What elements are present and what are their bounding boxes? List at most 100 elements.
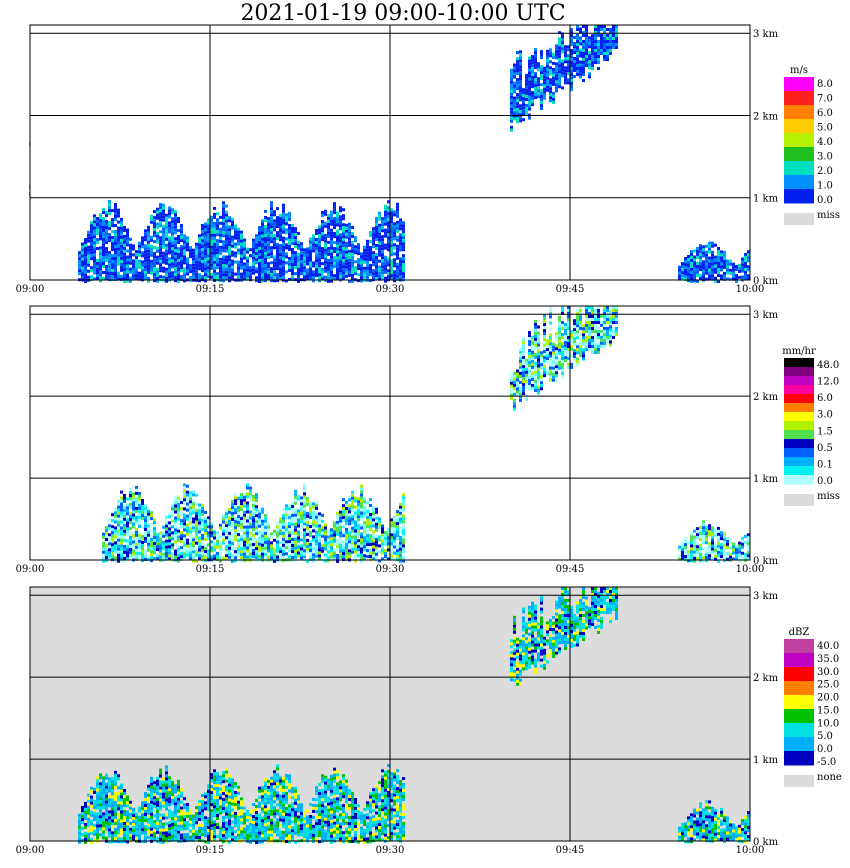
echo-cell (396, 552, 399, 556)
echo-cell (351, 255, 354, 259)
echo-cell (189, 545, 192, 549)
echo-cell (147, 512, 150, 516)
echo-cell (330, 261, 333, 265)
echo-cell (264, 255, 267, 258)
echo-cell (402, 245, 405, 249)
echo-cell (249, 549, 252, 553)
echo-cell (552, 366, 555, 370)
echo-cell (297, 246, 300, 250)
echo-cell (552, 97, 555, 101)
echo-cell (306, 502, 309, 506)
echo-cell (243, 268, 246, 272)
legend-value: 6.0 (817, 108, 833, 119)
echo-cell (108, 254, 111, 258)
echo-cell (153, 231, 156, 235)
echo-cell (168, 260, 171, 264)
echo-cell (255, 511, 258, 515)
echo-cell (249, 555, 252, 559)
echo-cell (102, 226, 105, 229)
echo-cell (138, 503, 141, 507)
echo-cell (114, 508, 117, 512)
echo-cell (135, 551, 138, 555)
echo-cell (144, 528, 147, 531)
echo-cell (204, 267, 207, 271)
echo-cell (108, 200, 111, 204)
echo-cell (399, 541, 402, 545)
echo-cell (297, 533, 300, 537)
echo-cell (153, 216, 156, 220)
echo-cell (375, 274, 378, 277)
echo-cell (303, 516, 306, 520)
echo-cell (531, 55, 534, 59)
echo-cell (528, 379, 531, 383)
echo-cell (729, 268, 732, 272)
echo-cell (204, 279, 207, 283)
echo-cell (225, 521, 228, 525)
echo-cell (540, 53, 543, 57)
echo-cell (189, 506, 192, 510)
echo-cell (540, 71, 543, 75)
echo-cell (189, 276, 192, 280)
echo-cell (132, 268, 135, 272)
echo-cell (744, 552, 747, 556)
echo-cell (402, 496, 405, 500)
echo-cell (261, 519, 264, 523)
echo-cell (195, 550, 198, 554)
echo-cell (549, 66, 552, 70)
echo-cell (276, 555, 279, 559)
echo-cell (135, 533, 138, 537)
echo-cell (555, 47, 558, 51)
echo-cell (378, 244, 381, 248)
echo-cell (684, 275, 687, 278)
echo-cell (579, 348, 582, 351)
echo-cell (273, 213, 276, 217)
echo-cell (177, 550, 180, 554)
echo-cell (318, 270, 321, 274)
echo-cell (108, 551, 111, 555)
echo-cell (609, 316, 612, 320)
echo-cell (132, 546, 135, 550)
echo-cell (258, 253, 261, 256)
echo-cell (576, 52, 579, 55)
echo-cell (186, 541, 189, 545)
echo-cell (615, 306, 618, 309)
echo-cell (342, 543, 345, 547)
echo-cell (402, 523, 405, 527)
echo-cell (264, 540, 267, 544)
echo-cell (687, 261, 690, 264)
echo-cell (570, 362, 573, 366)
echo-cell (198, 539, 201, 543)
echo-cell (399, 508, 402, 512)
echo-cell (276, 543, 279, 547)
echo-cell (387, 542, 390, 546)
echo-cell (264, 216, 267, 219)
echo-cell (696, 249, 699, 253)
echo-cell (201, 551, 204, 555)
echo-cell (516, 99, 519, 103)
echo-cell (528, 89, 531, 93)
echo-cell (237, 227, 240, 231)
echo-cell (330, 213, 333, 217)
echo-cell (204, 249, 207, 253)
echo-cell (555, 65, 558, 69)
echo-cell (348, 261, 351, 265)
echo-cell (255, 550, 258, 554)
echo-cell (531, 94, 534, 98)
echo-cell (558, 55, 561, 59)
echo-cell (306, 523, 309, 527)
echo-cell (120, 553, 123, 557)
echo-cell (615, 312, 618, 315)
echo-cell (372, 254, 375, 258)
echo-cell (510, 396, 513, 400)
echo-cell (543, 96, 546, 100)
echo-cell (216, 227, 219, 231)
echo-cell (537, 86, 540, 90)
echo-cell (180, 257, 183, 261)
echo-cell (264, 549, 267, 553)
echo-cell (267, 268, 270, 272)
echo-cell (87, 275, 90, 279)
echo-cell (693, 258, 696, 262)
echo-cell (699, 274, 702, 278)
echo-cell (264, 555, 267, 559)
echo-cell (237, 230, 240, 234)
